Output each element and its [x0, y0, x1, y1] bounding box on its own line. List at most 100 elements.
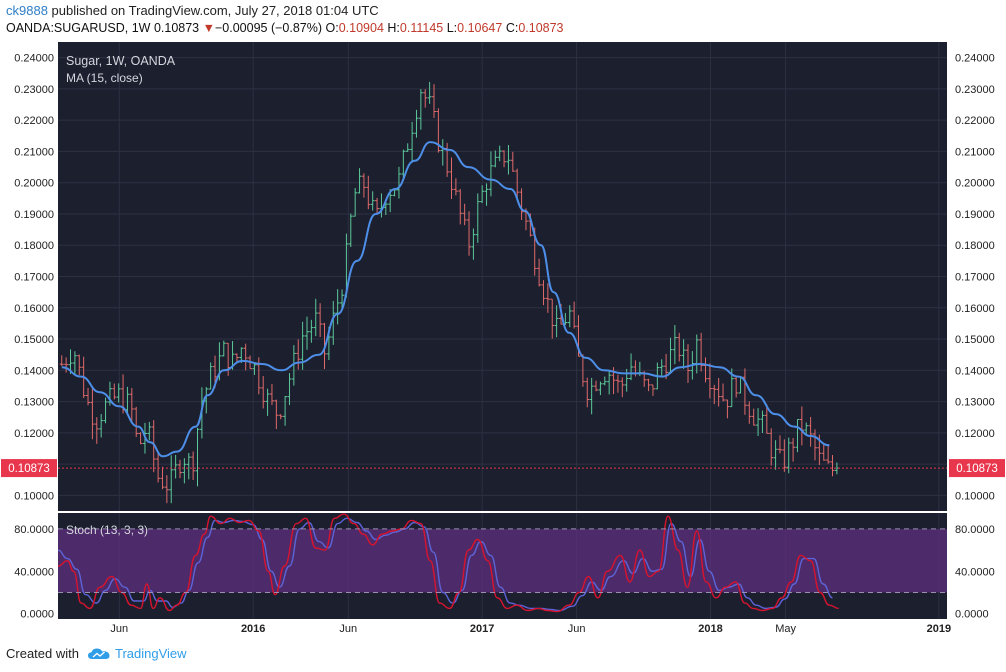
ohlc-bar — [506, 144, 511, 175]
ohlc-bar — [173, 454, 178, 479]
ohlc-bar — [164, 475, 169, 504]
x-tick-label: 2018 — [698, 623, 722, 635]
ohlc-bar — [480, 185, 485, 203]
ohlc-bar — [405, 143, 410, 152]
price-tags: 0.10873 0.10873 — [1, 459, 1005, 478]
ohlc-bar — [107, 381, 112, 406]
y-tick-label: 0.21000 — [955, 146, 995, 158]
pane-title: Sugar, 1W, OANDA — [66, 54, 176, 68]
ohlc-bar — [309, 319, 314, 343]
ohlc-bar — [751, 408, 756, 426]
grid — [58, 42, 947, 619]
price-tag-text: 0.10873 — [956, 463, 998, 475]
ohlc-bar — [129, 387, 134, 421]
open-value: 0.10904 — [338, 21, 384, 35]
ohlc-bar — [721, 383, 726, 402]
y-axis-right[interactable]: 0.100000.110000.120000.130000.140000.150… — [955, 53, 995, 621]
y-axis-left[interactable]: 0.100000.110000.120000.130000.140000.150… — [14, 53, 54, 621]
ohlc-bar — [234, 353, 239, 362]
stoch-tick-label: 80.0000 — [955, 524, 995, 536]
ohlc-bar — [169, 455, 174, 504]
ohlc-bar — [182, 458, 187, 484]
y-tick-label: 0.17000 — [955, 272, 995, 284]
ohlc-bar — [357, 168, 362, 194]
ohlc-bar — [685, 344, 690, 383]
ohlc-bar — [786, 437, 791, 474]
ohlc-bar — [274, 399, 279, 430]
ohlc-bar — [458, 189, 463, 225]
ohlc-bar — [484, 183, 489, 206]
ohlc-bar — [545, 283, 550, 313]
last-price: 0.10873 — [153, 21, 200, 35]
ohlc-bar — [265, 388, 270, 416]
ohlc-bar — [261, 376, 266, 409]
y-tick-label: 0.22000 — [955, 115, 995, 127]
ohlc-bar — [269, 384, 274, 406]
ohlc-bar — [318, 303, 323, 338]
ohlc-bar — [589, 377, 594, 415]
stoch-band-lines — [58, 528, 947, 593]
ohlc-bar — [462, 203, 467, 226]
x-axis[interactable]: Jun 2016 Jun 2017 Jun 2018 May 2019 — [110, 623, 951, 635]
stoch-tick-label: 0.0000 — [955, 609, 989, 621]
ohlc-bar — [195, 427, 200, 487]
ohlc-bar — [629, 353, 634, 381]
ohlc-bar — [348, 213, 353, 248]
price-change: −0.00095 (−0.87%) — [215, 21, 323, 35]
ohlc-bar — [760, 410, 765, 433]
y-tick-label: 0.13000 — [14, 397, 54, 409]
y-tick-label: 0.12000 — [14, 428, 54, 440]
stoch-tick-label: 80.0000 — [14, 524, 54, 536]
y-tick-label: 0.17000 — [14, 272, 54, 284]
ohlc-bar — [313, 298, 318, 337]
ohlc-bar — [830, 455, 835, 477]
published-text: published on TradingView.com, July 27, 2… — [51, 3, 379, 18]
author-link[interactable]: ck9888 — [6, 3, 48, 18]
ohlc-bar — [712, 384, 717, 405]
y-tick-label: 0.18000 — [955, 240, 995, 252]
ohlc-bar — [304, 316, 309, 350]
tradingview-link[interactable]: TradingView — [114, 646, 187, 661]
ohlc-bar — [431, 84, 436, 118]
ohlc-bar — [646, 378, 651, 392]
ohlc-bar — [90, 387, 95, 440]
ohlc-bar — [493, 150, 498, 168]
ohlc-bar — [99, 414, 104, 438]
ohlc-bar — [467, 211, 472, 256]
y-tick-label: 0.15000 — [14, 334, 54, 346]
y-tick-label: 0.14000 — [14, 365, 54, 377]
ohlc-bar — [59, 355, 64, 367]
ohlc-bar — [502, 150, 507, 168]
price-tag-right — [949, 459, 1005, 478]
ohlc-bar — [650, 384, 655, 396]
y-tick-label: 0.24000 — [955, 53, 995, 65]
created-with-text: Created with — [6, 646, 79, 661]
stoch-tick-label: 40.0000 — [14, 566, 54, 578]
high-label: H: — [387, 21, 400, 35]
ohlc-bar — [550, 298, 555, 339]
ohlc-bar — [401, 149, 406, 181]
ohlc-bar — [453, 178, 458, 196]
ohlc-bar — [804, 422, 809, 436]
ohlc-bar — [418, 89, 423, 130]
ohlc-bar — [515, 168, 520, 200]
ohlc-bar — [672, 325, 677, 365]
ma-legend[interactable]: MA (15, close) — [66, 71, 143, 85]
tradingview-cloud-icon — [87, 648, 110, 659]
x-tick-label: Jun — [110, 623, 128, 635]
ohlc-bar — [221, 340, 226, 357]
ohlc-bar — [291, 345, 296, 386]
ohlc-bar — [497, 145, 502, 162]
low-value: 0.10647 — [457, 21, 503, 35]
y-tick-label: 0.18000 — [14, 240, 54, 252]
stoch-legend[interactable]: Stoch (13, 3, 3) — [66, 523, 148, 537]
ohlc-bar — [773, 440, 778, 470]
price-tag-text: 0.10873 — [8, 463, 50, 475]
stoch-band — [58, 528, 947, 593]
x-tick-label: 2017 — [470, 623, 494, 635]
ohlc-bar — [383, 201, 388, 215]
ohlc-bar — [471, 228, 476, 260]
ohlc-bar — [795, 418, 800, 453]
y-tick-label: 0.10000 — [955, 490, 995, 502]
